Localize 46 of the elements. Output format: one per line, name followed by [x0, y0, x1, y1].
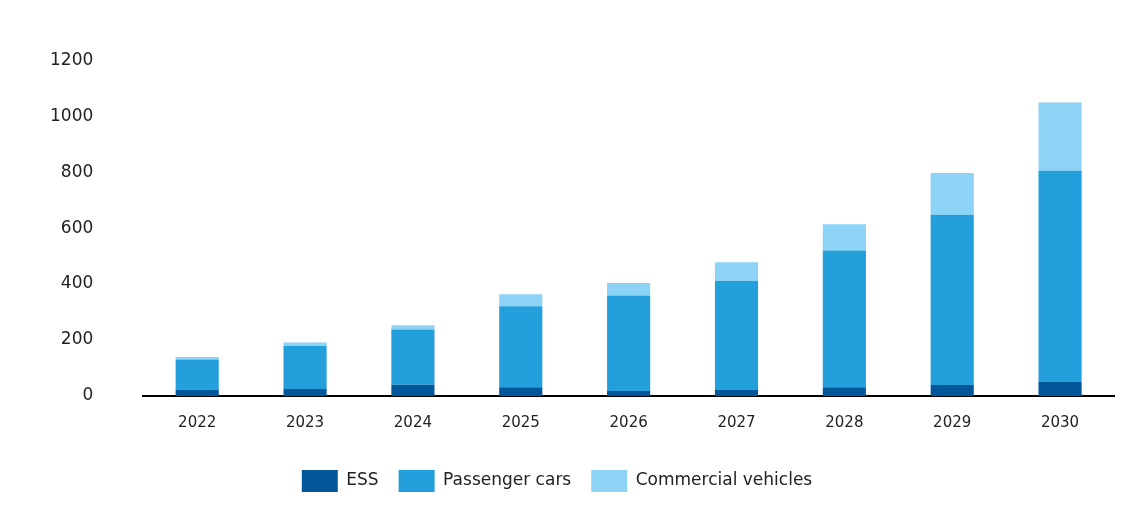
legend-label: ESS — [346, 469, 379, 490]
bar — [175, 357, 219, 360]
y-tick-label: 1200 — [50, 48, 94, 69]
x-tick-label: 2022 — [178, 412, 217, 431]
bar — [822, 387, 866, 396]
x-tick-label: 2026 — [609, 412, 648, 431]
bar — [283, 342, 327, 346]
x-tick-label: 2023 — [285, 412, 325, 431]
bar — [607, 295, 651, 391]
x-tick-label: 2029 — [933, 412, 972, 431]
y-tick-label: 400 — [60, 272, 94, 293]
y-tick-label: 800 — [60, 160, 94, 181]
bar — [499, 387, 543, 396]
bar — [391, 384, 435, 396]
legend-label: Passenger cars — [443, 469, 572, 490]
bar — [714, 389, 759, 396]
bar — [175, 389, 219, 396]
bar — [930, 172, 974, 215]
y-tick-label: 200 — [60, 328, 94, 349]
bar — [930, 385, 974, 396]
bar — [175, 359, 219, 390]
y-tick-label: 600 — [60, 216, 94, 237]
y-tick-label: 0 — [82, 384, 94, 405]
bar — [391, 329, 435, 385]
bar — [1038, 381, 1082, 396]
y-tick-label: 1000 — [50, 104, 94, 125]
bar — [391, 325, 435, 330]
bar — [607, 282, 651, 296]
x-tick-label: 2025 — [501, 412, 540, 431]
bar — [714, 280, 759, 390]
bar — [822, 250, 866, 388]
bar — [1038, 102, 1082, 171]
bar — [499, 306, 543, 388]
x-tick-label: 2028 — [825, 412, 864, 431]
x-tick-label: 2030 — [1040, 412, 1080, 431]
bar — [714, 262, 759, 281]
bar — [930, 214, 974, 386]
bar — [499, 294, 543, 307]
bar — [822, 224, 866, 251]
bar — [607, 390, 651, 396]
bar — [1038, 170, 1082, 382]
bar — [283, 345, 327, 389]
legend-label: Commercial vehicles — [635, 469, 813, 490]
x-tick-label: 2027 — [717, 412, 756, 431]
bar — [283, 389, 327, 396]
x-tick-label: 2024 — [393, 412, 433, 431]
